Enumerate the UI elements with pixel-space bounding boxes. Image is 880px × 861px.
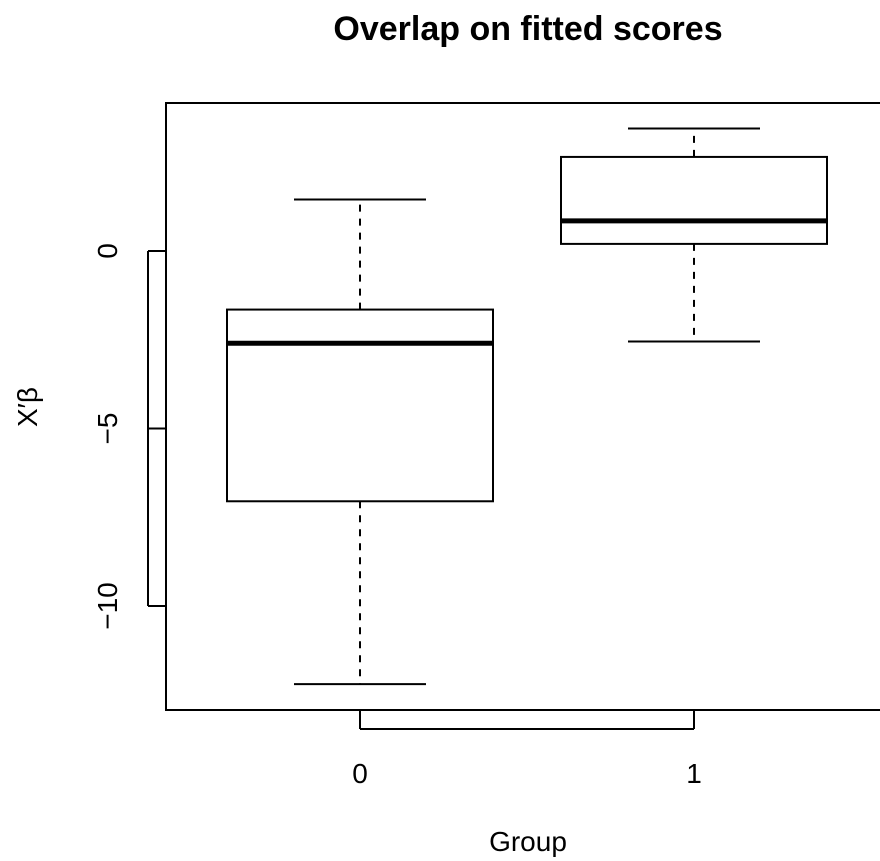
plot-frame — [165, 102, 880, 711]
box-group-1 — [560, 127, 828, 343]
y-tick-label: −5 — [92, 413, 123, 445]
x-tick-label: 1 — [686, 758, 702, 789]
y-tick-label: 0 — [92, 243, 123, 259]
iqr-box — [226, 308, 494, 503]
iqr-box — [560, 155, 828, 245]
y-axis-label: X′β — [12, 387, 43, 427]
chart-title: Overlap on fitted scores — [333, 10, 722, 48]
y-axis: 0 −5 −10 — [92, 243, 166, 630]
x-axis-label: Group — [489, 826, 567, 857]
box-group-0 — [226, 198, 494, 686]
y-tick-label: −10 — [92, 582, 123, 630]
x-tick-label: 0 — [352, 758, 368, 789]
plot-marks — [226, 127, 828, 686]
